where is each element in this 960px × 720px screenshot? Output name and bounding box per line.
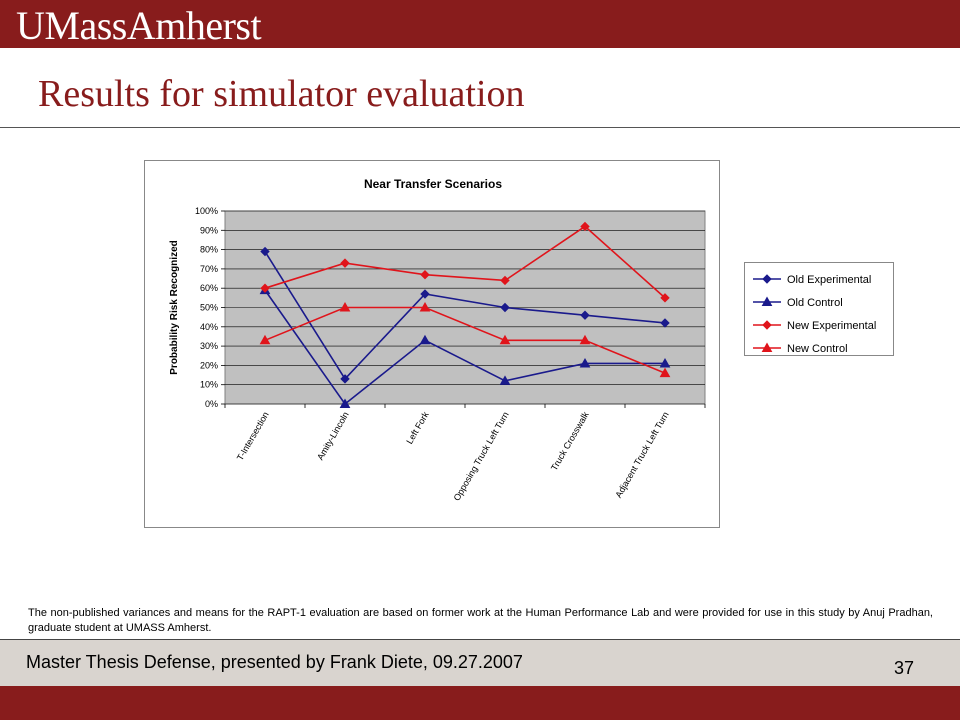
legend-label: Old Control	[787, 297, 843, 309]
data-point	[339, 398, 351, 408]
data-point	[419, 334, 431, 345]
y-tick-label: 40%	[200, 322, 218, 332]
data-point	[660, 293, 670, 303]
data-point	[580, 221, 590, 232]
legend-marker	[762, 320, 772, 330]
data-point	[260, 283, 270, 293]
legend-entry: Old Control	[753, 296, 843, 309]
data-point	[340, 258, 350, 268]
y-tick-label: 80%	[200, 245, 218, 255]
y-tick-label: 10%	[200, 380, 218, 390]
footer-text: Master Thesis Defense, presented by Fran…	[26, 652, 523, 672]
y-tick-label: 70%	[200, 264, 218, 274]
data-point	[500, 302, 510, 313]
x-tick-label: Truck Crosswalk	[549, 410, 591, 473]
data-point	[420, 289, 430, 299]
legend-label: New Control	[787, 343, 848, 355]
legend-marker	[762, 274, 772, 284]
y-tick-label: 60%	[200, 283, 218, 293]
series-line	[264, 306, 666, 374]
x-tick-label: Left Fork	[404, 410, 431, 446]
y-tick-label: 50%	[200, 303, 218, 313]
legend-marker	[761, 296, 773, 306]
chart-container: 0% 10% 20% 30% 40% 50% 60% 70% 80% 90% 100% T-Inter…	[144, 160, 720, 528]
y-axis-label: Probability Risk Recognized	[169, 240, 180, 374]
data-point	[579, 357, 591, 368]
line-chart: 0% 10% 20% 30% 40% 50% 60% 70% 80% 90% 100% T-Inter…	[169, 177, 706, 503]
data-point	[580, 310, 590, 320]
y-tick-label: 100%	[195, 206, 218, 216]
data-point	[659, 367, 671, 378]
data-point	[419, 301, 431, 312]
legend-label: Old Experimental	[787, 274, 871, 286]
umass-logo: UMassAmherst	[16, 3, 262, 48]
x-tick-label: Adjacent Truck Left Turn	[613, 410, 670, 499]
y-tick-label: 30%	[200, 341, 218, 351]
legend-entry: Old Experimental	[753, 274, 871, 286]
data-point	[420, 269, 430, 280]
series-old-experimental	[260, 246, 670, 384]
y-tick-label: 20%	[200, 360, 218, 370]
data-point	[659, 357, 671, 368]
series-line	[264, 251, 666, 381]
series-old-control	[259, 284, 671, 408]
y-tick-label: 0%	[205, 399, 218, 409]
x-tick-label: Opposing Truck Left Turn	[452, 410, 511, 503]
footnote: The non-published variances and means fo…	[28, 607, 933, 634]
data-point	[339, 301, 351, 312]
legend-entry: New Experimental	[753, 320, 876, 332]
data-point	[260, 246, 270, 257]
data-point	[660, 318, 670, 328]
series-new-control	[259, 301, 671, 378]
data-point	[579, 334, 591, 345]
data-point	[499, 375, 511, 385]
bottom-bar	[0, 686, 960, 720]
chart-title: Near Transfer Scenarios	[364, 177, 502, 191]
footer-bar: Master Thesis Defense, presented by Fran…	[0, 639, 960, 687]
header-bar: UMassAmherst	[0, 0, 960, 48]
legend-marker	[761, 342, 773, 352]
data-point	[259, 334, 271, 345]
legend-label: New Experimental	[787, 320, 876, 332]
data-point	[500, 275, 510, 286]
series-line	[264, 225, 666, 299]
page-number: 37	[893, 658, 914, 678]
legend-svg: Old Experimental Old Control New Experimen…	[753, 274, 876, 355]
data-point	[499, 334, 511, 345]
series-line	[264, 289, 665, 406]
y-tick-label: 90%	[200, 225, 218, 235]
x-tick-label: Amity-Lincoln	[315, 410, 351, 462]
slide-title: Results for simulator evaluation	[38, 73, 525, 115]
legend-entry: New Control	[753, 342, 848, 355]
x-tick-label: T-Intersection	[235, 410, 271, 462]
title-divider	[0, 127, 960, 128]
series-new-experimental	[260, 221, 670, 303]
data-point	[340, 374, 350, 384]
chart-legend: Old Experimental Old Control New Experimen…	[744, 262, 894, 356]
